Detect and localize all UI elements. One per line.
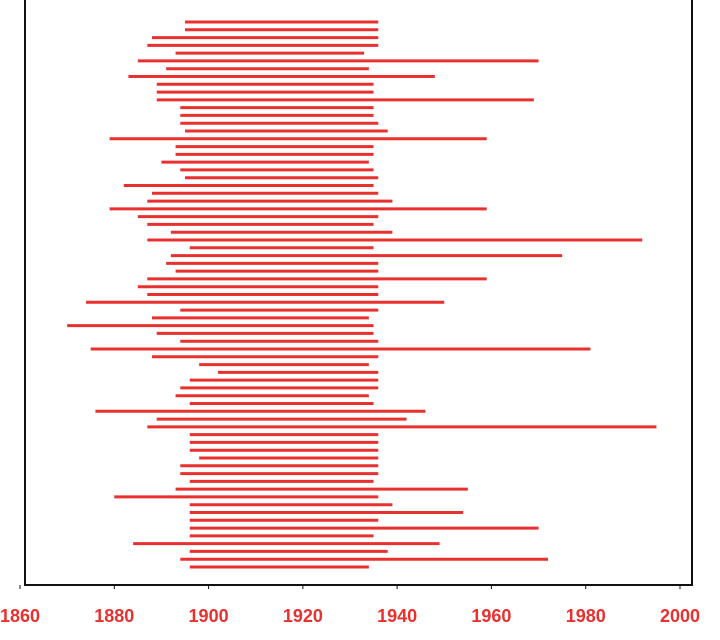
x-tick-label: 2000 <box>660 606 700 626</box>
x-tick-label: 1940 <box>377 606 417 626</box>
x-tick-label: 1900 <box>189 606 229 626</box>
plot-frame <box>24 0 693 586</box>
x-tick-label: 1960 <box>471 606 511 626</box>
x-tick-label: 1880 <box>94 606 134 626</box>
x-tick-label: 1860 <box>0 606 40 626</box>
x-tick-label: 1920 <box>283 606 323 626</box>
x-tick-label: 1980 <box>566 606 606 626</box>
